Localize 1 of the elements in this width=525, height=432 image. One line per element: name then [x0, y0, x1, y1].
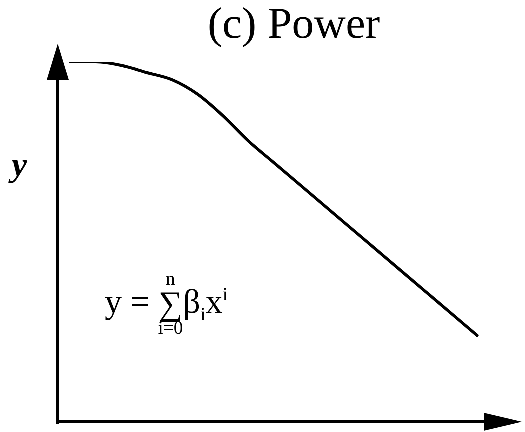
chart-title: (c) Power: [208, 0, 380, 48]
